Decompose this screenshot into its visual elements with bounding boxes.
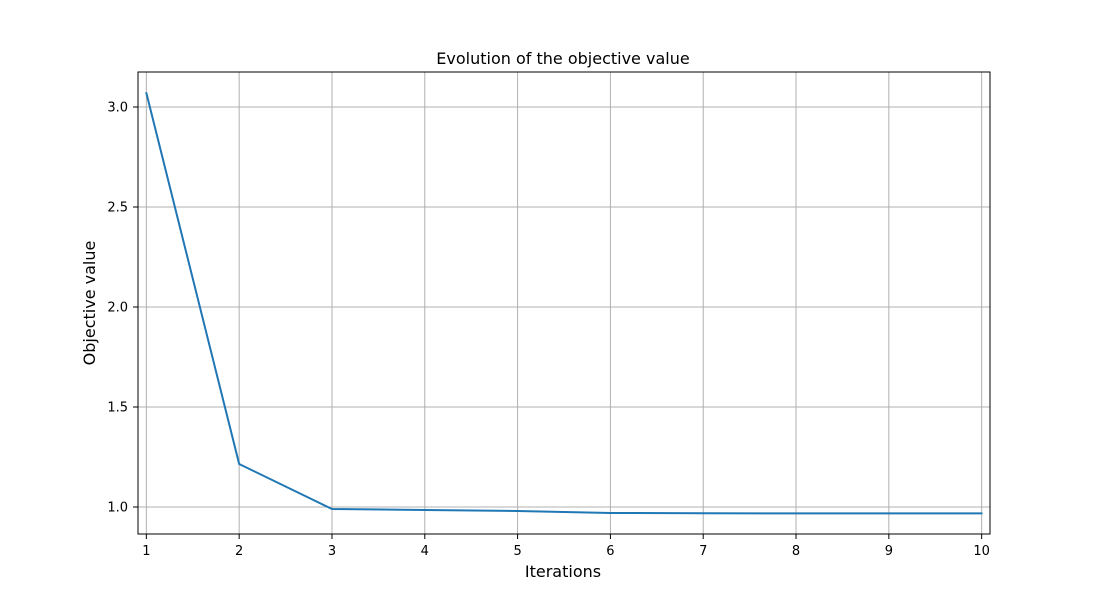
y-tick-label: 1.5	[107, 401, 128, 416]
ticks-layer: 1 2 3 4 5 6 7 8 9 10 1.0 1.5 2.0 2.5 3.0	[107, 101, 990, 560]
plot-frame	[137, 71, 991, 535]
grid-layer	[138, 72, 990, 534]
x-tick-label: 8	[792, 544, 800, 559]
x-tick-label: 5	[513, 544, 521, 559]
x-tick-label: 2	[235, 544, 243, 559]
y-tick-label: 2.0	[107, 301, 128, 316]
x-tick-label: 7	[699, 544, 707, 559]
x-tick-label: 4	[421, 544, 429, 559]
axes-layer	[137, 71, 991, 535]
y-tick-label: 2.5	[107, 201, 128, 216]
series-layer	[145, 92, 983, 515]
y-tick-label: 3.0	[107, 101, 128, 116]
x-tick-label: 1	[142, 544, 150, 559]
x-axis-label: Iterations	[525, 562, 601, 581]
series-line	[145, 92, 983, 515]
chart-title: Evolution of the objective value	[436, 49, 689, 68]
x-tick-label: 9	[885, 544, 893, 559]
y-tick-label: 1.0	[107, 501, 128, 516]
y-axis-label: Objective value	[80, 241, 99, 366]
x-tick-label: 3	[328, 544, 336, 559]
x-tick-label: 10	[973, 544, 990, 559]
x-tick-label: 6	[606, 544, 614, 559]
